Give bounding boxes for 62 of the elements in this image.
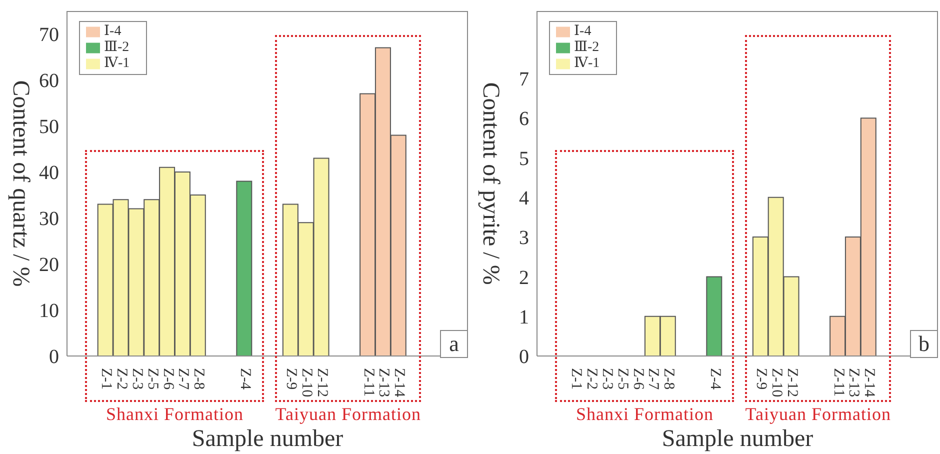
y-tick-label: 50 [39,116,59,138]
legend-label: Ⅲ-2 [574,40,600,55]
y-tick-label: 0 [49,346,59,368]
x-tick-label: Z-2 [584,368,600,390]
x-tick-label: Z-5 [144,368,160,390]
x-tick-label: Z-14 [391,368,408,398]
x-tick-label: Z-7 [175,368,192,390]
legend-label: Ⅳ-1 [104,56,130,71]
x-tick-label: Z-6 [630,368,646,390]
text: Shanxi Formation [574,404,714,425]
annotation: a [440,330,468,358]
y-tick-label: 40 [39,162,59,184]
x-axis-title: Sample number [190,426,344,453]
legend-label: Ⅰ-4 [574,24,592,39]
x-tick-label: Z-1 [568,368,584,390]
y-tick-label: 60 [39,70,59,92]
y-tick-label: 7 [519,68,529,91]
y-tick-label: 0 [519,346,529,368]
y-tick-label: 3 [519,227,529,250]
y-tick-label: 70 [39,24,59,46]
x-tick-label: Z-9 [283,368,300,390]
text: Taiyuan Formation [744,404,892,425]
x-tick-label: Z-13 [846,368,862,398]
y-tick-label: 2 [519,266,529,289]
legend-label: Ⅰ-4 [104,24,122,39]
text: Taiyuan Formation [274,404,422,425]
x-axis-title: Sample number [660,426,814,453]
x-tick-label: Z-14 [861,368,878,398]
y-tick-label: 30 [39,208,59,230]
x-tick-label: Z-1 [98,368,114,390]
y-tick-label: 1 [519,306,529,328]
y-axis-title: Content of quartz / % [7,80,34,287]
y-tick-label: 20 [39,254,59,276]
y-tick-label: 6 [519,108,529,130]
x-tick-label: Z-4 [236,368,253,390]
x-tick-label: Z-12 [784,368,800,398]
x-tick-label: Z-8 [190,368,207,390]
legend-label: Ⅲ-2 [104,40,130,55]
legend-label: Ⅳ-1 [574,56,600,71]
bar [236,180,252,356]
x-tick-label: Z-6 [160,368,176,390]
x-tick-label: Z-3 [128,368,145,390]
y-tick-label: 4 [519,187,529,210]
x-tick-label: Z-7 [645,368,662,390]
x-tick-label: Z-10 [768,368,785,398]
text: Shanxi Formation [104,404,244,425]
y-tick-label: 10 [39,300,59,322]
x-tick-label: Z-13 [376,368,392,398]
annotation: b [910,330,938,358]
x-tick-label: Z-3 [598,368,615,390]
x-tick-label: Z-5 [614,368,630,390]
x-tick-label: Z-10 [298,368,315,398]
x-tick-label: Z-2 [114,368,130,390]
x-tick-label: Z-12 [314,368,330,398]
x-tick-label: Z-11 [360,368,376,397]
x-tick-label: Z-8 [660,368,677,390]
x-tick-label: Z-4 [706,368,723,390]
bar [706,276,722,356]
y-tick-label: 5 [519,148,529,170]
x-tick-label: Z-11 [830,368,846,397]
x-tick-label: Z-9 [753,368,770,390]
y-axis-title: Content of pyrite / % [477,82,504,285]
